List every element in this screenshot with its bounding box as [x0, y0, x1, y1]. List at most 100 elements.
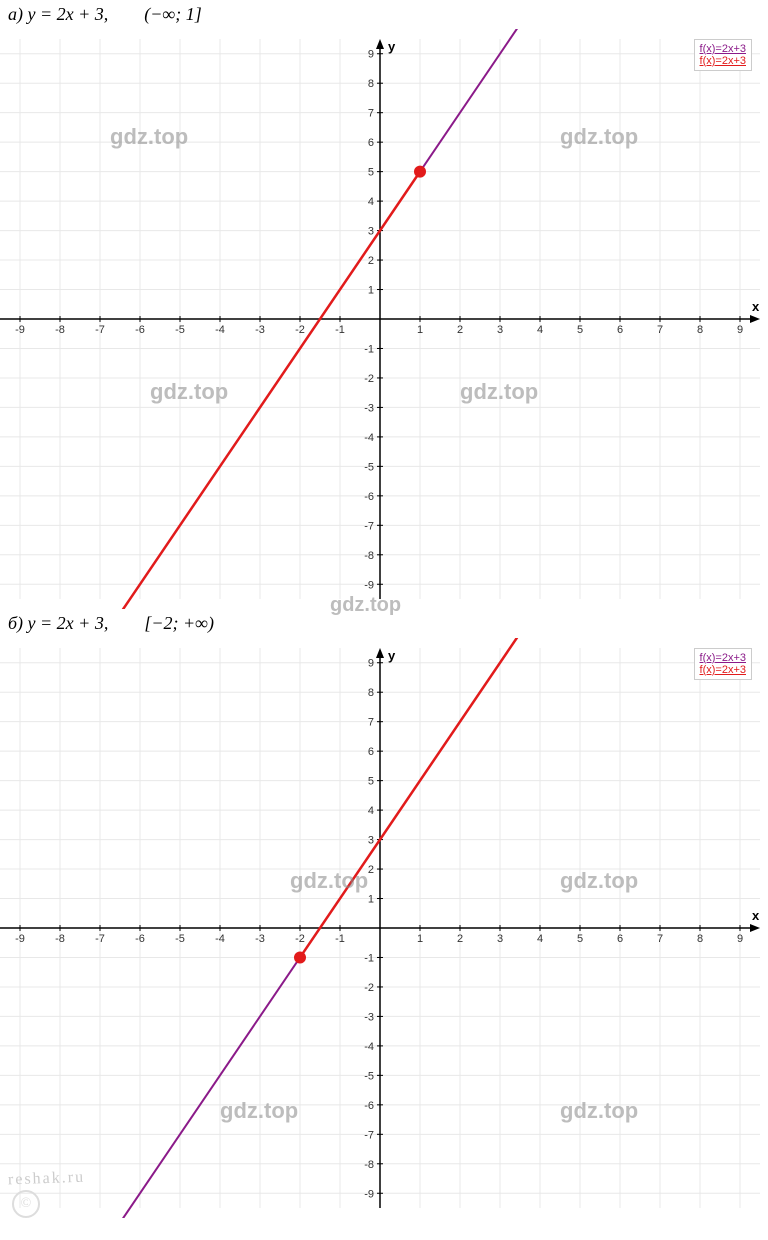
svg-text:-6: -6 [135, 933, 145, 945]
svg-text:-1: -1 [335, 324, 345, 336]
svg-text:6: 6 [617, 933, 623, 945]
svg-text:7: 7 [657, 324, 663, 336]
svg-text:-8: -8 [55, 933, 65, 945]
svg-text:-4: -4 [215, 933, 225, 945]
legend-text: f(x)=2x+3 [700, 652, 746, 664]
svg-text:-2: -2 [295, 933, 305, 945]
svg-text:9: 9 [737, 933, 743, 945]
chart-svg: -9 -8 -7 -6 -5 -4 -3 -2 -1 1 2 3 4 5 6 7 8 9 -9 -8 -7 -6 -5 -4 -… [0, 638, 760, 1218]
svg-text:1: 1 [368, 894, 374, 906]
svg-text:1: 1 [417, 933, 423, 945]
legend: f(x)=2x+3f(x)=2x+3 [694, 39, 752, 71]
svg-text:-6: -6 [364, 491, 374, 503]
svg-text:2: 2 [368, 864, 374, 876]
chart-container-a: -9 -8 -7 -6 -5 -4 -3 -2 -1 1 2 3 4 5 6 7 8 9 -9 -8 -7 -6 -5 -4 -… [0, 29, 760, 609]
svg-text:4: 4 [537, 933, 543, 945]
svg-text:3: 3 [497, 933, 503, 945]
svg-text:-8: -8 [55, 324, 65, 336]
svg-text:-3: -3 [364, 1011, 374, 1023]
svg-text:-7: -7 [364, 520, 374, 532]
svg-text:-2: -2 [295, 324, 305, 336]
svg-text:-5: -5 [364, 461, 374, 473]
legend-item: f(x)=2x+3 [700, 55, 746, 67]
chart-svg: -9 -8 -7 -6 -5 -4 -3 -2 -1 1 2 3 4 5 6 7 8 9 -9 -8 -7 -6 -5 -4 -… [0, 29, 760, 609]
svg-text:-7: -7 [95, 324, 105, 336]
legend-item: f(x)=2x+3 [700, 43, 746, 55]
svg-text:-5: -5 [364, 1070, 374, 1082]
svg-text:9: 9 [368, 49, 374, 61]
interval: (−∞; 1] [144, 4, 201, 24]
svg-text:9: 9 [737, 324, 743, 336]
svg-text:-1: -1 [364, 952, 374, 964]
svg-text:1: 1 [368, 285, 374, 297]
svg-text:-2: -2 [364, 982, 374, 994]
svg-text:5: 5 [368, 776, 374, 788]
svg-text:-3: -3 [364, 402, 374, 414]
equation: y = 2x + 3, [28, 4, 109, 24]
svg-text:3: 3 [497, 324, 503, 336]
svg-text:8: 8 [697, 324, 703, 336]
svg-text:2: 2 [368, 255, 374, 267]
svg-text:-7: -7 [364, 1129, 374, 1141]
equation: y = 2x + 3, [28, 613, 109, 633]
svg-text:2: 2 [457, 324, 463, 336]
svg-text:-6: -6 [364, 1100, 374, 1112]
reshak-watermark: reshak.ru [8, 1169, 86, 1190]
legend-text: f(x)=2x+3 [700, 55, 746, 67]
legend-item: f(x)=2x+3 [700, 652, 746, 664]
svg-text:-8: -8 [364, 550, 374, 562]
svg-text:-4: -4 [215, 324, 225, 336]
svg-text:4: 4 [368, 805, 374, 817]
svg-text:-9: -9 [364, 579, 374, 591]
svg-text:-3: -3 [255, 324, 265, 336]
svg-text:7: 7 [657, 933, 663, 945]
svg-text:y: y [388, 39, 396, 54]
legend-item: f(x)=2x+3 [700, 664, 746, 676]
svg-text:-9: -9 [15, 324, 25, 336]
label-prefix: б) [8, 613, 28, 633]
svg-text:-3: -3 [255, 933, 265, 945]
svg-text:-5: -5 [175, 933, 185, 945]
svg-text:-2: -2 [364, 373, 374, 385]
svg-text:-7: -7 [95, 933, 105, 945]
svg-text:9: 9 [368, 658, 374, 670]
svg-text:5: 5 [368, 167, 374, 179]
svg-text:-8: -8 [364, 1159, 374, 1171]
svg-text:-4: -4 [364, 1041, 374, 1053]
copyright-icon: © [12, 1190, 40, 1218]
problem-label-a: а) y = 2x + 3, (−∞; 1] [0, 0, 768, 29]
svg-text:5: 5 [577, 324, 583, 336]
svg-text:-9: -9 [15, 933, 25, 945]
svg-text:8: 8 [368, 78, 374, 90]
svg-text:-1: -1 [335, 933, 345, 945]
svg-text:2: 2 [457, 933, 463, 945]
svg-text:7: 7 [368, 108, 374, 120]
svg-text:-5: -5 [175, 324, 185, 336]
svg-text:6: 6 [368, 746, 374, 758]
svg-text:4: 4 [368, 196, 374, 208]
svg-text:x: x [752, 299, 760, 314]
svg-text:3: 3 [368, 835, 374, 847]
svg-text:-1: -1 [364, 343, 374, 355]
interval: [−2; +∞) [144, 613, 214, 633]
chart-container-b: -9 -8 -7 -6 -5 -4 -3 -2 -1 1 2 3 4 5 6 7 8 9 -9 -8 -7 -6 -5 -4 -… [0, 638, 760, 1218]
svg-text:-9: -9 [364, 1188, 374, 1200]
legend: f(x)=2x+3f(x)=2x+3 [694, 648, 752, 680]
svg-text:x: x [752, 908, 760, 923]
problem-label-b: б) y = 2x + 3, [−2; +∞) [0, 609, 768, 638]
svg-text:3: 3 [368, 226, 374, 238]
svg-text:4: 4 [537, 324, 543, 336]
svg-text:7: 7 [368, 717, 374, 729]
svg-text:-6: -6 [135, 324, 145, 336]
svg-text:6: 6 [617, 324, 623, 336]
svg-text:6: 6 [368, 137, 374, 149]
svg-text:1: 1 [417, 324, 423, 336]
svg-text:-4: -4 [364, 432, 374, 444]
svg-text:y: y [388, 648, 396, 663]
svg-text:5: 5 [577, 933, 583, 945]
legend-text: f(x)=2x+3 [700, 664, 746, 676]
svg-text:8: 8 [368, 687, 374, 699]
legend-text: f(x)=2x+3 [700, 43, 746, 55]
svg-text:8: 8 [697, 933, 703, 945]
label-prefix: а) [8, 4, 28, 24]
